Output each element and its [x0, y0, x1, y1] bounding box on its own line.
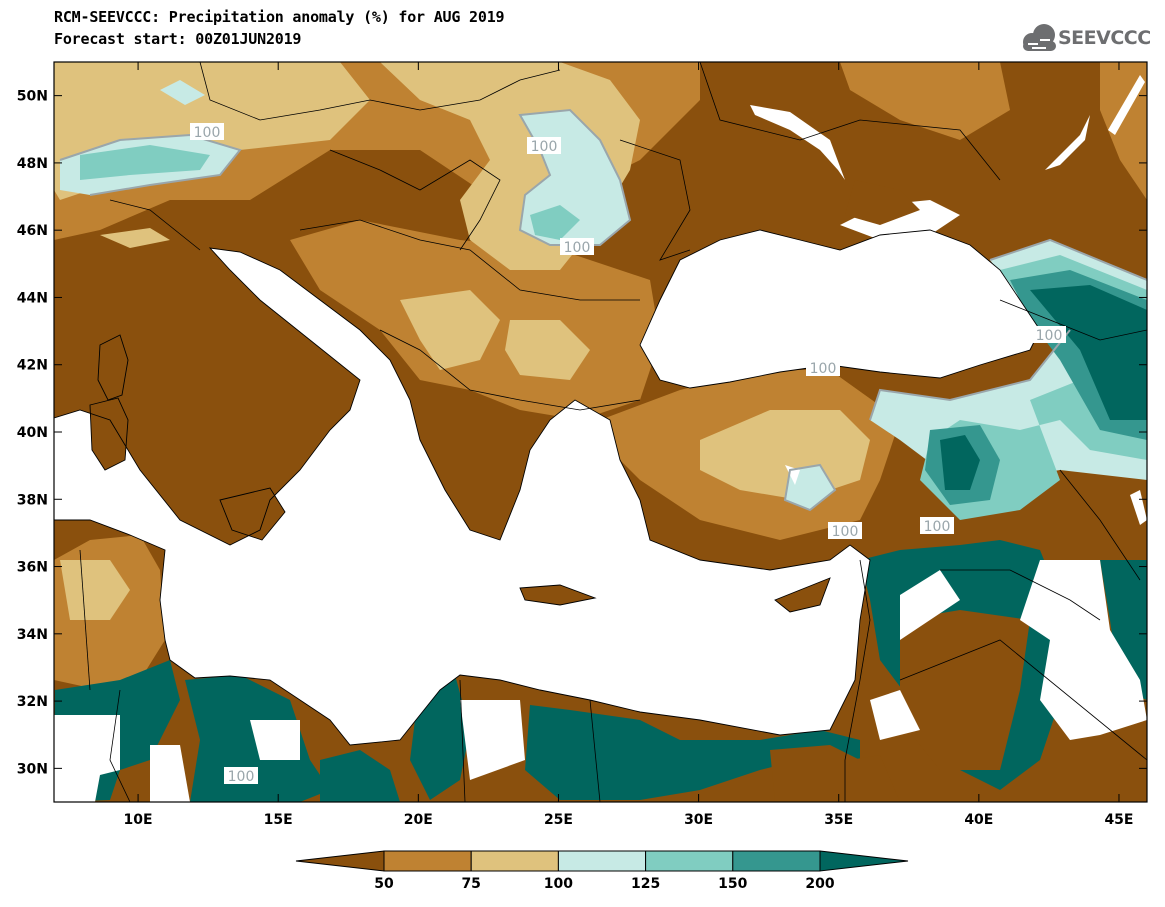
- anomaly-below-50-southeast-field: [770, 610, 1147, 802]
- colorbar-level-label: 150: [718, 876, 748, 892]
- seevccc-cloud-logo-icon: [1023, 24, 1056, 51]
- map-title: RCM-SEEVCCC: Precipitation anomaly (%) f…: [54, 8, 505, 26]
- contour-label: 100: [564, 240, 591, 256]
- sicily-island: [220, 488, 285, 540]
- lat-tick-label: 34N: [17, 627, 48, 643]
- lat-tick-label: 40N: [17, 425, 48, 441]
- lat-tick-label: 44N: [17, 290, 48, 306]
- colorbar-box: [383, 850, 472, 872]
- longitude-axis: 10E 15E 20E 25E 30E 35E 40E 45E: [124, 62, 1133, 828]
- cyprus-island: [775, 578, 830, 612]
- corsica-island: [98, 335, 128, 400]
- colorbar-level-label: 200: [805, 876, 835, 892]
- contour-label-group: 100 100 100 100 100 100 100 100: [190, 123, 1066, 785]
- lat-tick-label: 32N: [17, 694, 48, 710]
- colorbar-level-label: 100: [543, 876, 574, 892]
- colorbar-level-label: 125: [630, 876, 661, 892]
- islands-land: [90, 180, 920, 612]
- contour-label: 100: [1036, 328, 1063, 344]
- colorbar-box: [645, 850, 734, 872]
- colorbar-box: [470, 850, 559, 872]
- lon-tick-label: 10E: [124, 812, 153, 828]
- contour-label: 100: [810, 361, 837, 377]
- color-bar-legend: [295, 850, 909, 872]
- lat-tick-label: 50N: [17, 89, 48, 105]
- crimea-peninsula: [845, 180, 920, 225]
- lat-tick-label: 36N: [17, 560, 48, 576]
- lon-tick-label: 15E: [264, 812, 293, 828]
- contour-label: 100: [194, 125, 221, 141]
- coastlines: [54, 229, 1041, 746]
- lon-tick-label: 30E: [684, 812, 713, 828]
- colorbar-box: [557, 850, 647, 872]
- colorbar-high-arrow: [819, 850, 909, 872]
- lat-tick-label: 42N: [17, 358, 48, 374]
- contour-label: 100: [924, 519, 951, 535]
- lon-tick-label: 45E: [1104, 812, 1133, 828]
- crete-island: [520, 585, 595, 605]
- map-plot-area: 100 100 100 100 100 100 100 100: [54, 62, 1147, 802]
- lon-tick-label: 25E: [544, 812, 573, 828]
- seevccc-logo-text: SEEVCCC: [1058, 27, 1151, 49]
- contour-label: 100: [531, 139, 558, 155]
- colorbar-low-arrow: [295, 850, 385, 872]
- colorbar-level-label: 50: [374, 876, 394, 892]
- country-borders: [79, 62, 1147, 802]
- forecast-start-label: Forecast start: 00Z01JUN2019: [54, 30, 302, 48]
- lat-tick-label: 38N: [17, 492, 48, 508]
- lon-tick-label: 40E: [964, 812, 993, 828]
- lat-tick-label: 46N: [17, 223, 48, 239]
- lat-tick-label: 48N: [17, 156, 48, 172]
- inland-water: [750, 75, 1147, 525]
- sardinia-island: [90, 398, 128, 470]
- contour-label: 100: [228, 769, 255, 785]
- contour-label: 100: [832, 524, 859, 540]
- colorbar-box: [732, 850, 821, 872]
- colorbar-level-label: 75: [461, 876, 481, 892]
- lon-tick-label: 35E: [824, 812, 853, 828]
- sea-mask: [54, 200, 1147, 802]
- lon-tick-label: 20E: [404, 812, 433, 828]
- lat-tick-label: 30N: [17, 761, 48, 777]
- latitude-axis: 30N 32N 34N 36N 38N 40N 42N 44N 46N 48N 50N: [17, 89, 1147, 777]
